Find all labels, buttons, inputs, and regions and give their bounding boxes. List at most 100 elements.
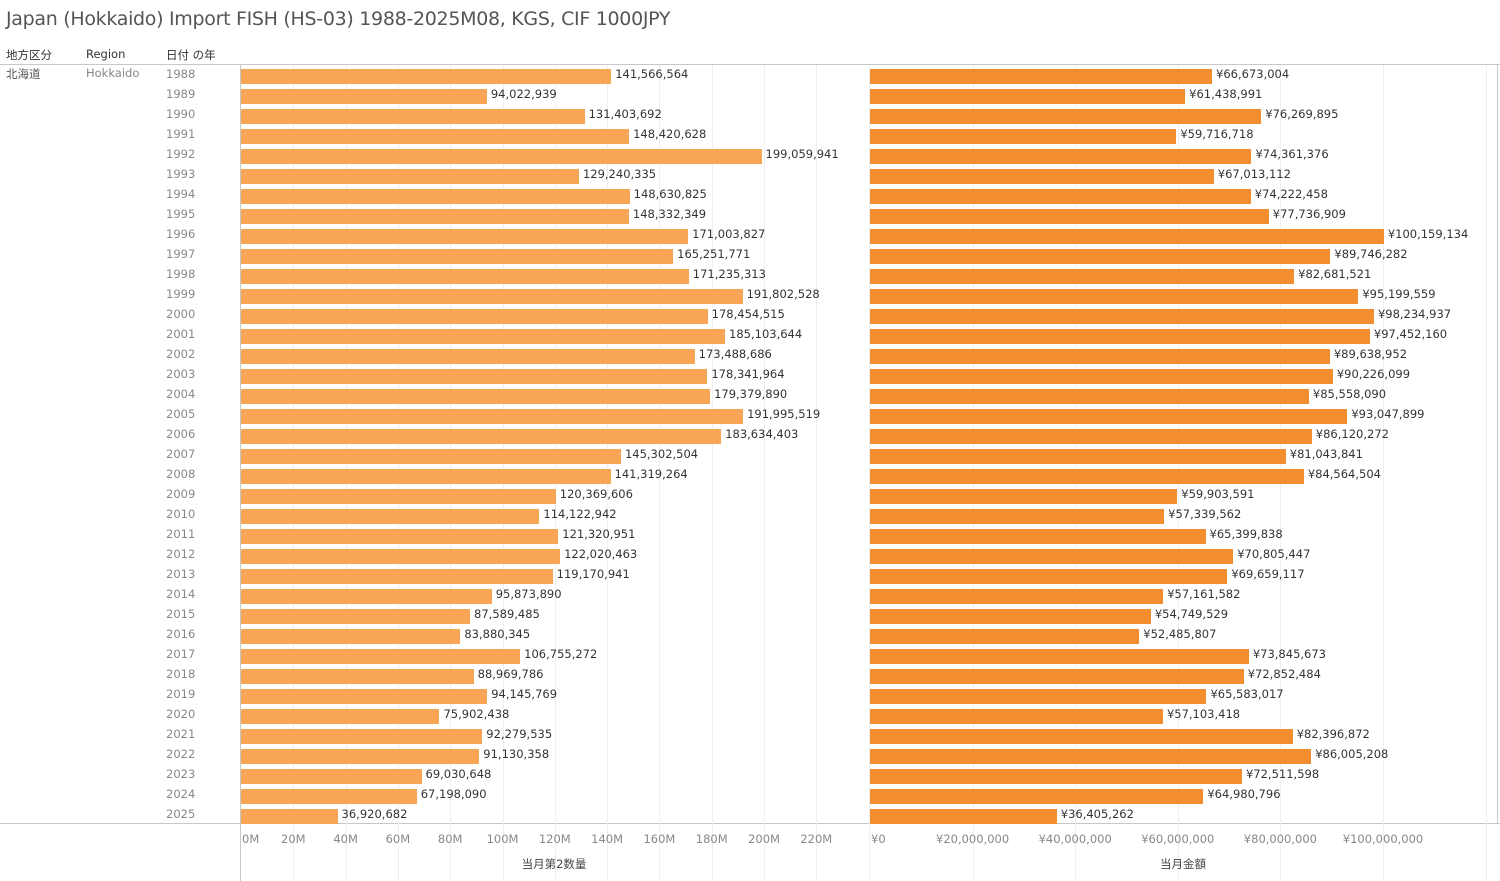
amount-bar[interactable]	[870, 148, 1252, 164]
amount-data-label: ¥67,013,112	[1217, 167, 1291, 181]
year-label: 2024	[166, 787, 196, 801]
quantity-bar[interactable]	[241, 808, 338, 824]
quantity-bar[interactable]	[241, 708, 440, 724]
column-header-year[interactable]: 日付 の年	[166, 48, 216, 62]
amount-bar[interactable]	[870, 788, 1204, 804]
amount-bar[interactable]	[870, 228, 1384, 244]
amount-bar[interactable]	[870, 808, 1057, 824]
amount-bar[interactable]	[870, 648, 1249, 664]
amount-tick-label: ¥100,000,000	[1342, 832, 1424, 846]
amount-bar[interactable]	[870, 368, 1333, 384]
quantity-data-label: 129,240,335	[582, 167, 657, 181]
amount-bar[interactable]	[870, 628, 1140, 644]
amount-bar[interactable]	[870, 588, 1164, 604]
quantity-bar[interactable]	[241, 528, 559, 544]
year-label: 1996	[166, 227, 196, 241]
amount-bar[interactable]	[870, 208, 1269, 224]
amount-bar[interactable]	[870, 688, 1207, 704]
quantity-bar[interactable]	[241, 208, 629, 224]
year-label: 1989	[166, 87, 196, 101]
quantity-bar[interactable]	[241, 248, 674, 264]
quantity-data-label: 178,454,515	[711, 307, 785, 321]
amount-data-label: ¥82,681,521	[1298, 267, 1372, 281]
quantity-bar[interactable]	[241, 168, 579, 184]
quantity-tick-label: 60M	[385, 832, 411, 846]
amount-bar[interactable]	[870, 768, 1242, 784]
quantity-bar[interactable]	[241, 508, 540, 524]
amount-bar[interactable]	[870, 188, 1251, 204]
quantity-bar[interactable]	[241, 608, 471, 624]
quantity-bar[interactable]	[241, 448, 621, 464]
amount-bar[interactable]	[870, 508, 1165, 524]
amount-bar[interactable]	[870, 548, 1234, 564]
quantity-bar[interactable]	[241, 108, 585, 124]
quantity-bar[interactable]	[241, 628, 461, 644]
amount-bar[interactable]	[870, 488, 1178, 504]
quantity-bar[interactable]	[241, 428, 722, 444]
quantity-bar[interactable]	[241, 268, 689, 284]
year-label: 2002	[166, 347, 196, 361]
quantity-bar[interactable]	[241, 188, 630, 204]
quantity-bar[interactable]	[241, 648, 521, 664]
quantity-data-label: 114,122,942	[543, 507, 617, 521]
amount-bar[interactable]	[870, 568, 1228, 584]
quantity-bar[interactable]	[241, 768, 422, 784]
amount-bar[interactable]	[870, 268, 1295, 284]
quantity-data-label: 141,319,264	[614, 467, 688, 481]
amount-bar[interactable]	[870, 748, 1312, 764]
amount-bar[interactable]	[870, 728, 1293, 744]
quantity-bar[interactable]	[241, 588, 492, 604]
quantity-bar[interactable]	[241, 128, 630, 144]
quantity-bar[interactable]	[241, 488, 556, 504]
column-header-region-jp[interactable]: 地方区分	[6, 48, 52, 62]
quantity-bar[interactable]	[241, 328, 726, 344]
quantity-bar[interactable]	[241, 788, 417, 804]
amount-bar[interactable]	[870, 348, 1330, 364]
quantity-bar[interactable]	[241, 728, 483, 744]
amount-bar[interactable]	[870, 708, 1163, 724]
amount-bar[interactable]	[870, 328, 1370, 344]
amount-data-label: ¥74,222,458	[1254, 187, 1328, 201]
quantity-bar[interactable]	[241, 468, 611, 484]
amount-bar[interactable]	[870, 68, 1213, 84]
amount-bar[interactable]	[870, 388, 1309, 404]
amount-bar[interactable]	[870, 88, 1186, 104]
year-label: 2009	[166, 487, 196, 501]
amount-data-label: ¥66,673,004	[1216, 67, 1290, 81]
quantity-bar[interactable]	[241, 688, 488, 704]
quantity-bar[interactable]	[241, 748, 480, 764]
quantity-bar[interactable]	[241, 148, 762, 164]
amount-bar[interactable]	[870, 608, 1151, 624]
amount-bar[interactable]	[870, 408, 1348, 424]
amount-bar[interactable]	[870, 288, 1359, 304]
quantity-bar[interactable]	[241, 388, 711, 404]
year-label: 2019	[166, 687, 196, 701]
amount-bar[interactable]	[870, 168, 1214, 184]
quantity-bar[interactable]	[241, 308, 708, 324]
amount-bar[interactable]	[870, 108, 1262, 124]
amount-bar[interactable]	[870, 468, 1304, 484]
quantity-bar[interactable]	[241, 408, 744, 424]
amount-bar[interactable]	[870, 128, 1177, 144]
quantity-bar[interactable]	[241, 368, 708, 384]
column-header-region-en[interactable]: Region	[86, 47, 126, 61]
amount-bar[interactable]	[870, 248, 1331, 264]
amount-bar[interactable]	[870, 528, 1206, 544]
quantity-bar[interactable]	[241, 88, 487, 104]
amount-bar[interactable]	[870, 428, 1312, 444]
amount-bar[interactable]	[870, 308, 1374, 324]
quantity-bar[interactable]	[241, 228, 689, 244]
quantity-bar[interactable]	[241, 668, 474, 684]
quantity-data-label: 145,302,504	[624, 447, 699, 461]
quantity-bar[interactable]	[241, 288, 743, 304]
quantity-bar[interactable]	[241, 348, 695, 364]
quantity-bar[interactable]	[241, 548, 561, 564]
year-label: 1997	[166, 247, 196, 261]
amount-bar[interactable]	[870, 668, 1244, 684]
amount-bar[interactable]	[870, 448, 1286, 464]
quantity-gridline	[764, 65, 765, 881]
year-label: 2015	[166, 607, 196, 621]
quantity-bar[interactable]	[241, 568, 553, 584]
quantity-bar[interactable]	[241, 68, 612, 84]
amount-data-label: ¥57,339,562	[1168, 507, 1242, 521]
